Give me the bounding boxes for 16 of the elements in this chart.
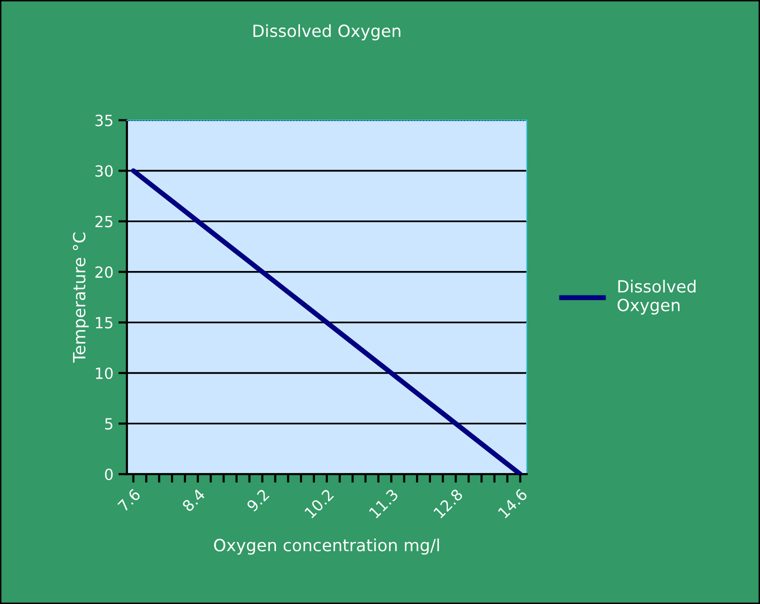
y-tick-label: 30 bbox=[95, 165, 113, 177]
y-tick-label: 35 bbox=[95, 114, 112, 126]
y-tick-label: 15 bbox=[96, 317, 112, 328]
y-tick-label: 5 bbox=[105, 418, 112, 430]
line-series bbox=[130, 168, 523, 474]
legend-label: Dissolved Oxygen bbox=[618, 280, 696, 315]
x-tick-label: 9.2 bbox=[246, 488, 270, 512]
y-tick-label: 25 bbox=[95, 216, 112, 228]
y-tick-label: 0 bbox=[105, 468, 113, 480]
x-tick-label: 8.4 bbox=[182, 488, 206, 512]
y-tick-label: 20 bbox=[95, 266, 113, 278]
x-tick-label: 7.6 bbox=[117, 488, 142, 512]
y-tick-label: 10 bbox=[96, 367, 113, 380]
y-axis-title: Temperature °C bbox=[72, 232, 89, 363]
chart-title: Dissolved Oxygen bbox=[253, 24, 400, 40]
x-axis-title: Oxygen concentration mg/l bbox=[214, 538, 439, 555]
